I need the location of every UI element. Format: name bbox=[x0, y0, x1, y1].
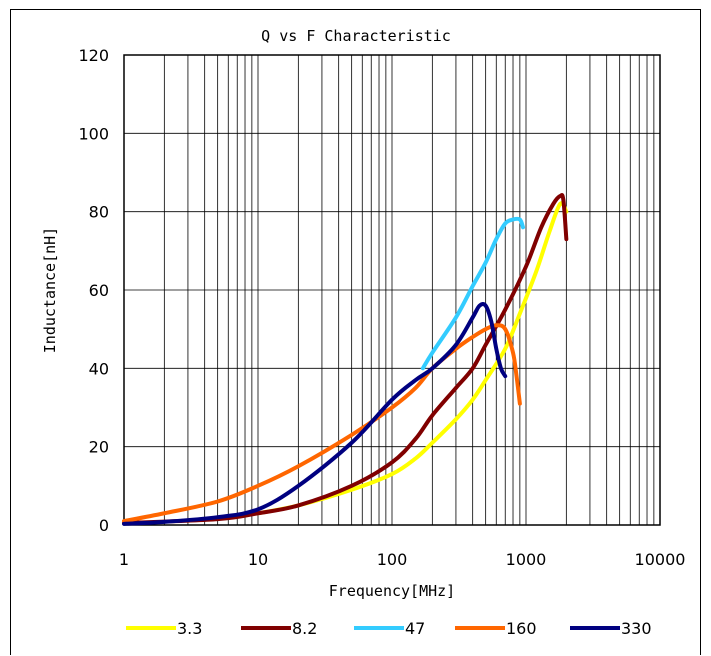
x-axis-title: Frequency[MHz] bbox=[329, 582, 455, 600]
y-tick-label: 60 bbox=[89, 281, 109, 300]
y-tick-label: 20 bbox=[89, 438, 109, 457]
y-tick-label: 100 bbox=[78, 124, 109, 143]
series-line-47 bbox=[420, 216, 526, 371]
y-axis-title: Inductance[nH] bbox=[41, 227, 59, 353]
grid-layer bbox=[124, 55, 660, 525]
legend-label-330: 330 bbox=[621, 619, 652, 638]
series-line-330 bbox=[122, 301, 508, 526]
legend-label-8-2: 8.2 bbox=[292, 619, 317, 638]
y-tick-label: 80 bbox=[89, 203, 109, 222]
x-tick-label: 1000 bbox=[506, 550, 547, 569]
legend-label-47: 47 bbox=[405, 619, 425, 638]
x-tick-label: 10000 bbox=[635, 550, 686, 569]
series-line-8-2 bbox=[122, 193, 569, 526]
plot-area-border bbox=[123, 54, 661, 526]
y-tick-label: 0 bbox=[99, 516, 109, 535]
x-tick-label: 100 bbox=[377, 550, 408, 569]
y-tick-label: 40 bbox=[89, 359, 109, 378]
legend-label-3-3: 3.3 bbox=[177, 619, 202, 638]
y-tick-label: 120 bbox=[78, 46, 109, 65]
x-tick-label: 10 bbox=[248, 550, 268, 569]
tick-layer: 1 10 100 1000 10000 0 20 40 60 80 100 120 bbox=[78, 46, 685, 569]
x-tick-label: 1 bbox=[119, 550, 129, 569]
chart-title: Q vs F Characteristic bbox=[261, 27, 451, 45]
series-line-3-3 bbox=[256, 201, 569, 516]
series-layer bbox=[122, 193, 569, 526]
chart-svg: Q vs F Characteristic 1 10 100 1000 10000 0 20… bbox=[41, 27, 685, 638]
legend-label-160: 160 bbox=[506, 619, 537, 638]
legend: 3.3 8.2 47 160 330 bbox=[126, 619, 652, 638]
chart-frame: Q vs F Characteristic 1 10 100 1000 10000 0 20… bbox=[10, 9, 701, 655]
